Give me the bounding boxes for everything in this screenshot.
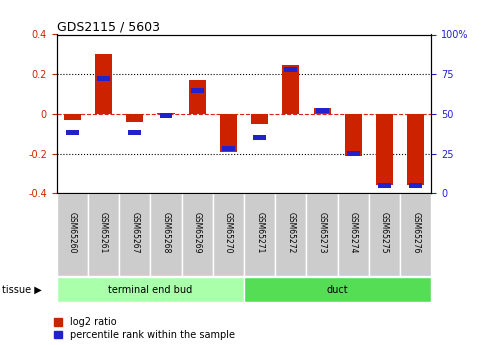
Bar (407, 114, 424, 185)
Text: GSM65269: GSM65269 (193, 212, 202, 254)
Bar (314, 108, 331, 114)
Bar (126, 114, 143, 122)
Bar (338, 193, 369, 276)
Bar (275, 193, 307, 276)
Bar (345, 114, 362, 156)
Bar (316, 108, 328, 113)
Bar (253, 135, 266, 140)
Bar (400, 193, 431, 276)
Bar (282, 65, 299, 114)
Bar (97, 77, 110, 81)
Bar (307, 193, 338, 276)
Text: GSM65275: GSM65275 (380, 212, 389, 254)
Bar (88, 193, 119, 276)
Bar (66, 130, 79, 135)
Bar (191, 88, 204, 92)
Bar (220, 114, 237, 151)
Bar (189, 80, 206, 114)
Bar (376, 114, 393, 185)
Bar (369, 193, 400, 276)
Bar (409, 183, 422, 188)
Text: GSM65271: GSM65271 (255, 212, 264, 254)
Legend: log2 ratio, percentile rank within the sample: log2 ratio, percentile rank within the s… (54, 317, 235, 340)
Bar (157, 113, 175, 114)
Bar (181, 193, 213, 276)
Text: GSM65272: GSM65272 (286, 212, 295, 254)
Bar (95, 54, 112, 114)
Bar (213, 193, 244, 276)
Bar (150, 193, 181, 276)
Text: GSM65267: GSM65267 (130, 212, 139, 254)
Bar (128, 130, 141, 135)
Bar (57, 193, 88, 276)
Text: GSM65260: GSM65260 (68, 212, 77, 254)
Bar (57, 277, 244, 302)
Text: duct: duct (327, 285, 349, 295)
Bar (347, 151, 360, 156)
Bar (244, 193, 275, 276)
Text: tissue ▶: tissue ▶ (2, 285, 42, 295)
Text: terminal end bud: terminal end bud (108, 285, 192, 295)
Text: GSM65274: GSM65274 (349, 212, 358, 254)
Text: GSM65261: GSM65261 (99, 212, 108, 254)
Text: GSM65268: GSM65268 (162, 212, 171, 254)
Text: GDS2115 / 5603: GDS2115 / 5603 (57, 20, 160, 33)
Bar (244, 277, 431, 302)
Bar (160, 113, 173, 118)
Bar (251, 114, 268, 124)
Bar (378, 183, 391, 188)
Bar (64, 114, 81, 120)
Text: GSM65276: GSM65276 (411, 212, 420, 254)
Text: GSM65270: GSM65270 (224, 212, 233, 254)
Bar (284, 67, 297, 72)
Text: GSM65273: GSM65273 (317, 212, 326, 254)
Bar (119, 193, 150, 276)
Bar (222, 146, 235, 151)
